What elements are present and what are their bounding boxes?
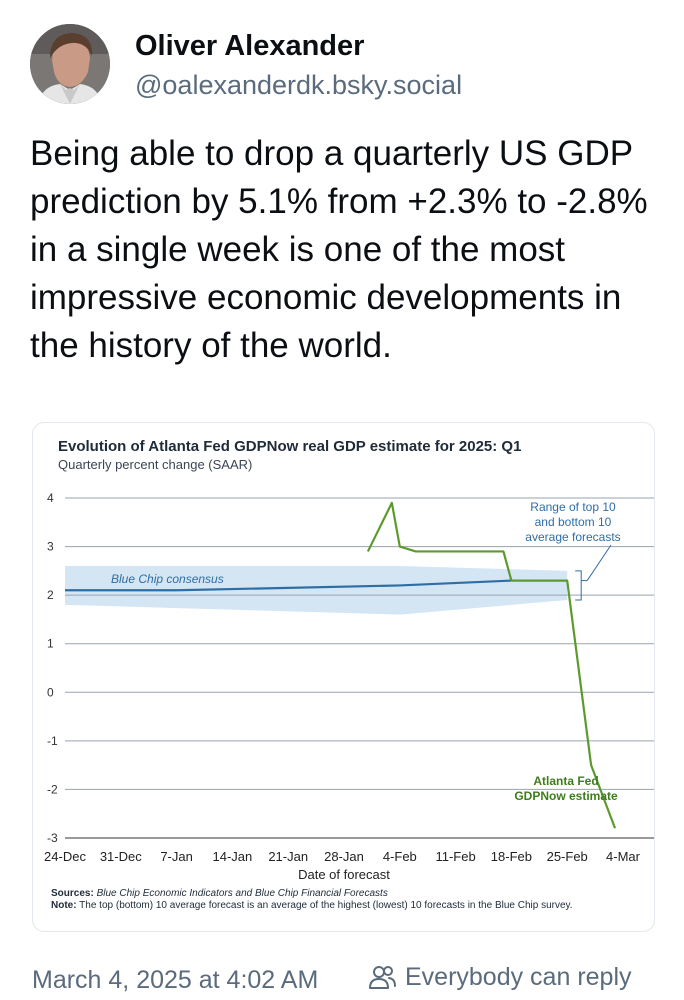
range-leader-line	[586, 544, 612, 581]
reply-setting[interactable]: Everybody can reply	[367, 962, 632, 992]
sources-label: Sources:	[51, 888, 94, 899]
gdpnow-estimate-line	[366, 501, 617, 829]
avatar-photo	[30, 24, 110, 104]
sources-text: Blue Chip Economic Indicators and Blue C…	[96, 888, 388, 899]
reply-setting-label: Everybody can reply	[405, 962, 632, 991]
post-header: Oliver Alexander @oalexanderdk.bsky.soci…	[30, 24, 670, 108]
chart-sources: Sources: Blue Chip Economic Indicators a…	[51, 888, 641, 912]
range-bracket	[575, 570, 588, 601]
y-tick-label-1: 3	[47, 540, 54, 554]
x-tick-label-2: 7-Jan	[160, 849, 193, 864]
post-timestamp[interactable]: March 4, 2025 at 4:02 AM	[32, 966, 319, 994]
chart-image[interactable]: Evolution of Atlanta Fed GDPNow real GDP…	[32, 422, 655, 932]
blue-chip-label: Blue Chip consensus	[111, 572, 224, 586]
chart-title: Evolution of Atlanta Fed GDPNow real GDP…	[58, 438, 522, 455]
avatar[interactable]	[30, 24, 110, 104]
author-name[interactable]: Oliver Alexander	[135, 30, 365, 62]
gdpnow-label-line-1: GDPNow estimate	[514, 789, 618, 803]
y-tick-label-4: 0	[47, 685, 54, 699]
x-tick-label-0: 24-Dec	[44, 849, 86, 864]
x-tick-label-1: 31-Dec	[100, 849, 142, 864]
post-text: Being able to drop a quarterly US GDP pr…	[30, 134, 648, 365]
forecast-range-band	[65, 566, 568, 615]
x-axis-title: Date of forecast	[298, 867, 390, 882]
chart-subtitle: Quarterly percent change (SAAR)	[58, 457, 253, 472]
y-tick-label-6: -2	[47, 782, 58, 796]
gdpnow-chart: 4 3 2 1 0 -1 -2 -3 24-Dec 31-Dec 7-Jan 14-Jan 21-Jan…	[44, 491, 654, 882]
x-tick-label-9: 25-Feb	[547, 849, 588, 864]
x-tick-label-7: 11-Feb	[435, 849, 475, 864]
post-footer: March 4, 2025 at 4:02 AM Everybody can r…	[32, 962, 672, 998]
note-text: The top (bottom) 10 average forecast is …	[79, 900, 573, 911]
x-tick-label-4: 21-Jan	[268, 849, 308, 864]
note-label: Note:	[51, 900, 77, 911]
range-label-line-1: and bottom 10	[535, 515, 612, 529]
y-tick-label-7: -3	[47, 831, 58, 845]
x-tick-label-6: 4-Feb	[383, 849, 417, 864]
people-icon	[369, 966, 396, 989]
y-tick-label-3: 1	[47, 637, 54, 651]
y-tick-label-0: 4	[47, 491, 54, 505]
range-label-line-0: Range of top 10	[530, 500, 616, 514]
x-tick-label-8: 18-Feb	[491, 849, 532, 864]
x-tick-label-5: 28-Jan	[324, 849, 364, 864]
gdpnow-label-line-0: Atlanta Fed	[533, 774, 598, 788]
y-tick-label-5: -1	[47, 734, 58, 748]
author-handle[interactable]: @oalexanderdk.bsky.social	[135, 70, 463, 100]
y-tick-label-2: 2	[47, 588, 54, 602]
x-tick-label-3: 14-Jan	[213, 849, 253, 864]
range-label-line-2: average forecasts	[525, 530, 620, 544]
x-tick-label-10: 4-Mar	[606, 849, 641, 864]
